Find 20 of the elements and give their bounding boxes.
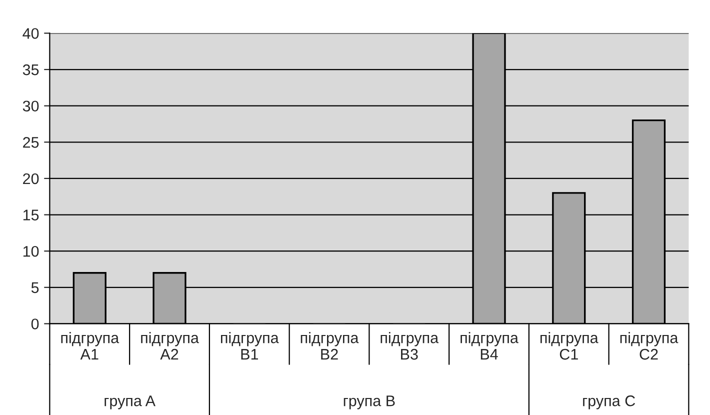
y-tick-label: 15 (23, 210, 39, 220)
x-tick-label: підгрупа C2 (620, 332, 678, 360)
y-tick-label: 20 (23, 173, 39, 184)
text: група A (104, 396, 156, 410)
x-tick-label: підгрупа B2 (300, 332, 359, 360)
y-tick-label: 40 (22, 28, 39, 39)
text: група C (583, 395, 636, 410)
x-tick-label: підгрупа C1 (540, 332, 598, 360)
x-tick-label: підгрупа B3 (380, 332, 439, 360)
y-tick-label: 25 (23, 137, 39, 148)
y-tick-label: 5 (31, 282, 39, 294)
x-tick-label: підгрупа A1 (61, 332, 120, 360)
text: група B (344, 396, 395, 410)
y-tick-label: 30 (22, 100, 39, 112)
x-tick-label: підгрупа B4 (460, 332, 518, 360)
y-tick-label: 0 (31, 318, 39, 330)
x-tick-label: підгрупа B1 (221, 332, 279, 360)
x-tick-label: підгрупа A2 (141, 332, 199, 360)
y-tick-label: 35 (22, 64, 39, 76)
y-tick-label: 10 (23, 246, 39, 257)
